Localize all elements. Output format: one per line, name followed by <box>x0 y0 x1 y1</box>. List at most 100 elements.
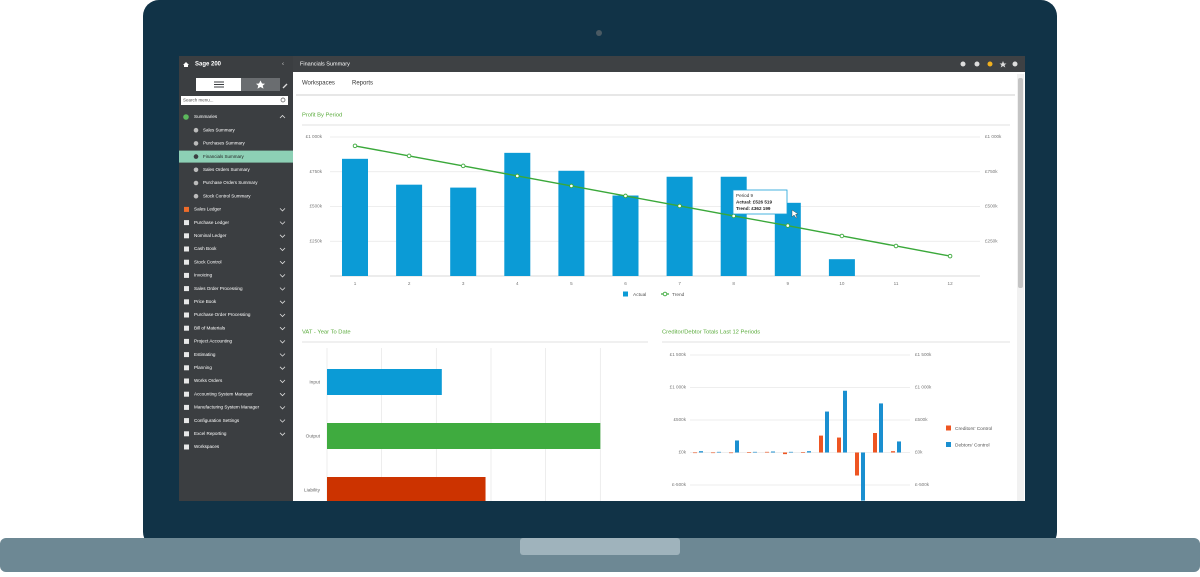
x-tick-label: 8 <box>732 281 735 286</box>
menu-item[interactable]: Stock Control <box>194 259 222 264</box>
menu-icon <box>184 259 189 265</box>
favourite-icon[interactable] <box>999 61 1007 68</box>
chevron[interactable] <box>279 366 286 370</box>
tooltip-line: Trend: £362 199 <box>736 206 771 211</box>
chevron[interactable] <box>279 114 286 119</box>
chevron[interactable] <box>279 300 286 304</box>
chevron[interactable] <box>279 419 286 423</box>
x-tick-label: 1 <box>354 281 357 286</box>
chevron[interactable] <box>279 287 286 291</box>
brand: Sage 200 <box>195 62 222 68</box>
y2-tick-label: £1 500k <box>915 352 932 357</box>
menu-item[interactable]: Project Accounting <box>194 339 232 344</box>
edit-icon[interactable] <box>282 83 288 89</box>
chevron[interactable] <box>279 326 286 331</box>
chevron[interactable] <box>279 340 286 344</box>
trend-point <box>406 153 412 159</box>
menu-item[interactable]: Price Book <box>194 299 217 304</box>
menu-item[interactable]: Planning <box>194 365 212 370</box>
menu-icon <box>184 391 189 397</box>
legend-swatch <box>946 442 951 447</box>
bar <box>879 403 883 453</box>
chevron[interactable] <box>279 313 286 318</box>
chevron[interactable] <box>279 353 286 357</box>
menu-item[interactable]: Estimating <box>194 352 216 357</box>
chevron[interactable] <box>279 432 286 436</box>
chevron[interactable] <box>279 392 286 397</box>
menu-icon <box>184 365 189 371</box>
tab[interactable]: Workspaces <box>302 81 335 87</box>
menu-item[interactable]: Invoicing <box>194 273 213 278</box>
y-tick-label: £500k <box>673 417 686 422</box>
title-bar <box>179 56 1025 72</box>
y-tick-label: £1 000k <box>306 134 323 139</box>
menu-item[interactable]: Configuration Settings <box>194 418 240 423</box>
trend-point <box>839 233 845 239</box>
home-icon[interactable] <box>183 62 189 67</box>
y2-tick-label: £-500k <box>915 482 930 487</box>
menu-item[interactable]: Workspaces <box>194 444 220 449</box>
bar <box>396 184 423 276</box>
help-icon[interactable] <box>1012 61 1018 67</box>
y-tick-label: £1 500k <box>670 352 687 357</box>
menu-item[interactable]: Purchase Order Processing <box>194 312 251 317</box>
submenu-item[interactable]: Purchases Summary <box>203 141 246 146</box>
bar <box>873 433 877 453</box>
cursor <box>791 209 799 219</box>
trend-point <box>352 143 358 149</box>
tool-icon[interactable] <box>960 61 966 67</box>
y-tick-label: £750k <box>309 169 322 174</box>
chart-title: Profit By Period <box>302 113 342 119</box>
submenu-item[interactable]: Sales Summary <box>203 127 236 132</box>
bar <box>753 451 757 453</box>
menu-item[interactable]: Cash Book <box>194 246 217 251</box>
menu-item[interactable]: Summaries <box>194 114 218 119</box>
menu-item[interactable]: Purchase Ledger <box>194 220 229 225</box>
submenu-item[interactable]: Sales Orders Summary <box>203 167 251 172</box>
y-tick-label: Output <box>306 433 321 439</box>
x-tick-label: 4 <box>516 281 519 286</box>
chart-title: Creditor/Debtor Totals Last 12 Periods <box>662 330 760 336</box>
search-icon <box>280 97 286 103</box>
submenu-item[interactable]: Financials Summary <box>203 154 245 159</box>
menu-item[interactable]: Nominal Ledger <box>194 233 227 238</box>
chevron[interactable] <box>279 274 286 278</box>
menu-item[interactable]: Sales Order Processing <box>194 286 243 291</box>
toolbar-icons <box>960 61 1018 68</box>
chevron[interactable] <box>279 406 286 410</box>
menu-selected <box>179 150 293 163</box>
submenu-icon <box>193 141 199 146</box>
menu-item[interactable]: Bill of Materials <box>194 325 226 330</box>
chevron[interactable] <box>279 221 286 225</box>
scrollbar-thumb[interactable] <box>1018 78 1023 288</box>
menu-item[interactable]: Works Orders <box>194 378 223 383</box>
chevron[interactable] <box>279 234 286 238</box>
settings-icon[interactable] <box>974 61 980 67</box>
submenu-item[interactable]: Stock Control Summary <box>203 193 251 198</box>
chevron[interactable] <box>279 260 286 265</box>
bar <box>825 411 829 453</box>
bar <box>861 452 865 501</box>
menu-item[interactable]: Excel Reporting <box>194 431 227 436</box>
star-icon <box>256 80 265 89</box>
bar <box>783 452 787 455</box>
chart-title: VAT - Year To Date <box>302 330 351 336</box>
bar <box>450 187 477 276</box>
menu-item[interactable]: Manufacturing System Manager <box>194 405 260 410</box>
search-box[interactable] <box>181 96 288 105</box>
menu-icon <box>184 312 189 318</box>
menu-icon <box>183 114 189 120</box>
menu-item[interactable]: Sales Ledger <box>194 207 222 212</box>
chevron[interactable] <box>279 247 286 252</box>
menu-icon <box>184 220 189 226</box>
legend-swatch <box>946 425 951 431</box>
submenu-item[interactable]: Purchase Orders Summary <box>203 180 258 185</box>
menu-item[interactable]: Accounting System Manager <box>194 391 253 396</box>
y-tick-label: £250k <box>309 238 322 243</box>
collapse-icon[interactable]: ‹ <box>282 62 284 68</box>
chevron[interactable] <box>279 208 286 212</box>
tips-icon[interactable] <box>987 61 993 67</box>
search-placeholder: Search menu... <box>183 98 214 103</box>
chevron[interactable] <box>279 379 286 384</box>
tab[interactable]: Reports <box>352 81 373 87</box>
